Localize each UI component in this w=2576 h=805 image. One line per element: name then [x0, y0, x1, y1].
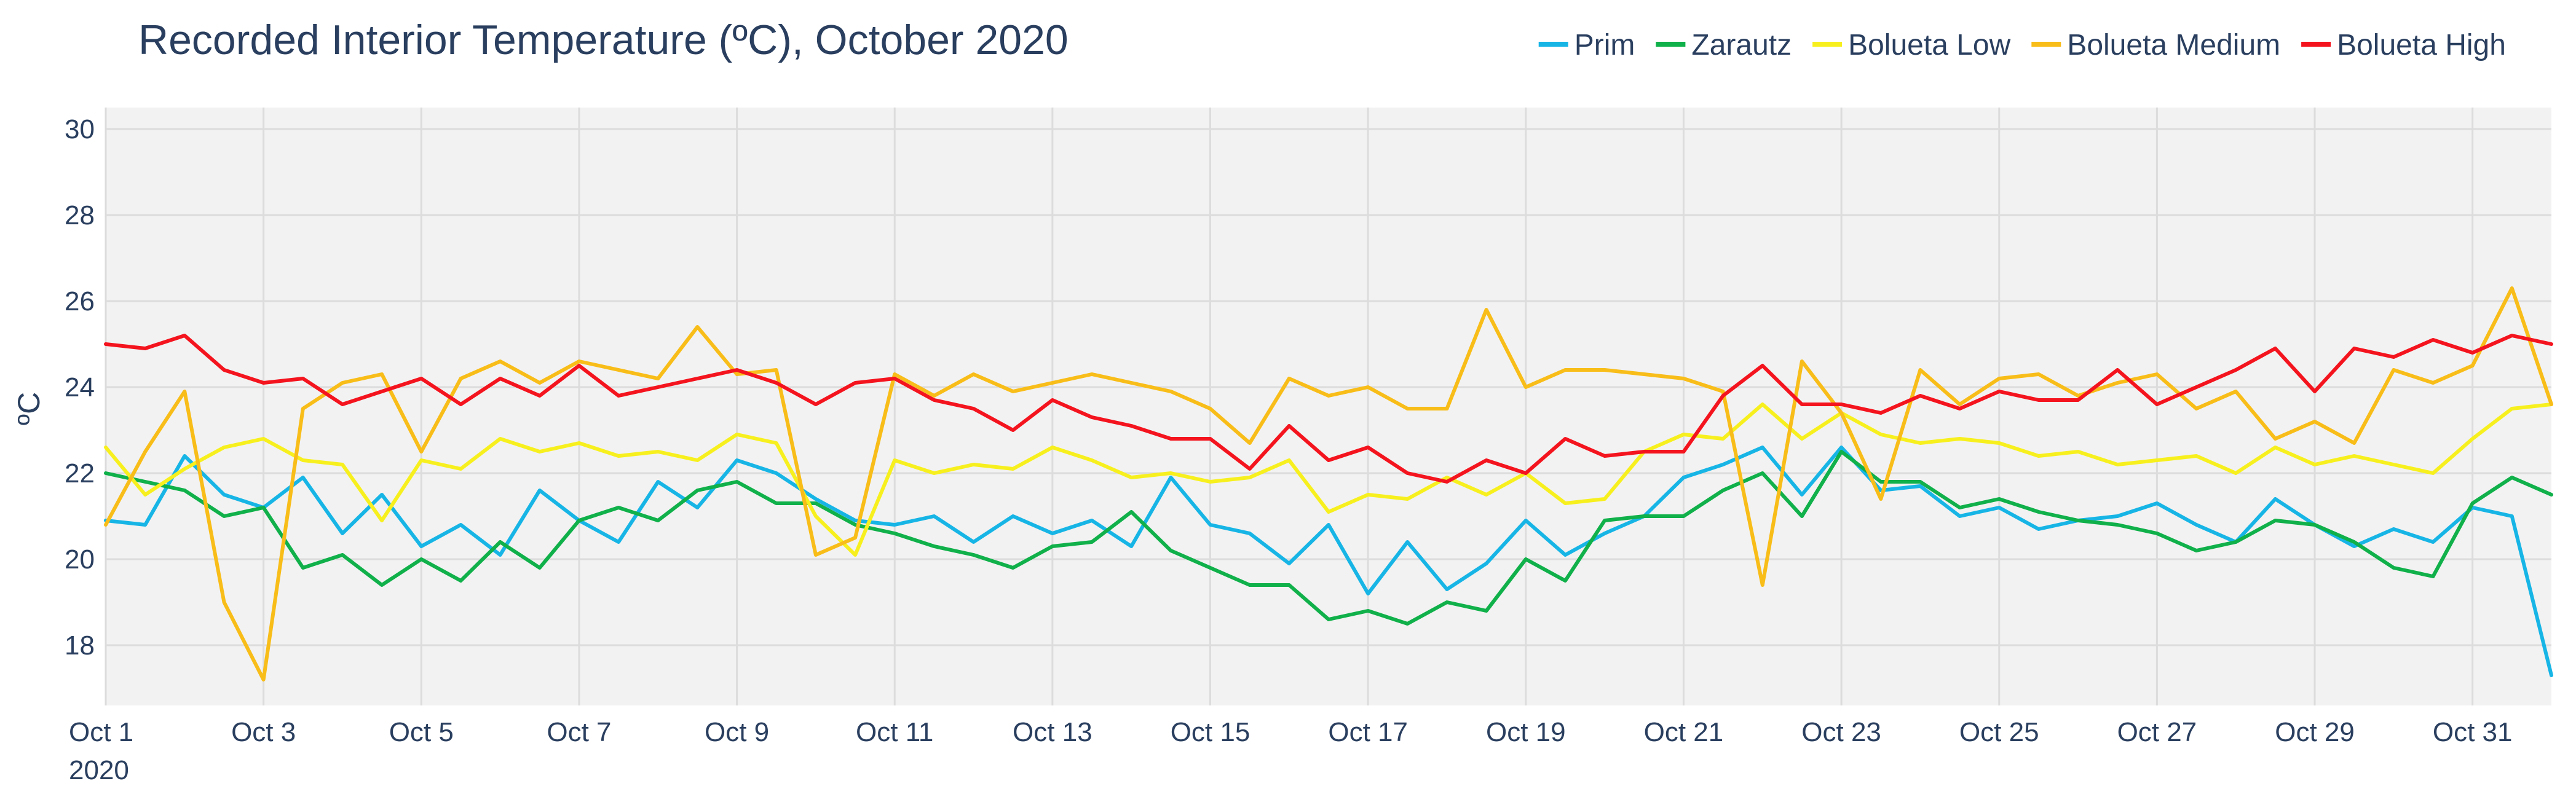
- series-lines: [104, 286, 2553, 681]
- x-tick-sublabel: 2020: [69, 755, 129, 785]
- legend-item-bolueta-high[interactable]: Bolueta High: [2301, 29, 2506, 61]
- x-tick-label: Oct 25: [1959, 717, 2039, 747]
- legend-item-zarautz[interactable]: Zarautz: [1656, 29, 1792, 61]
- series-line-zarautz: [104, 450, 2553, 626]
- legend-item-bolueta-low[interactable]: Bolueta Low: [1812, 29, 2011, 61]
- y-tick-label: 28: [65, 200, 95, 230]
- series-line-bolueta-high: [104, 334, 2553, 484]
- legend[interactable]: Prim Zarautz Bolueta Low Bolueta Medium Bolu…: [1538, 29, 2506, 61]
- x-tick-label: Oct 17: [1328, 717, 1408, 747]
- x-tick-label: Oct 27: [2117, 717, 2197, 747]
- y-tick-label: 30: [65, 114, 95, 144]
- gridlines: [105, 108, 2551, 705]
- x-tick-label: Oct 31: [2433, 717, 2513, 747]
- legend-label: Bolueta Low: [1848, 29, 2011, 61]
- x-tick-label: Oct 15: [1171, 717, 1250, 747]
- legend-item-prim[interactable]: Prim: [1538, 29, 1635, 61]
- plot-area: [106, 108, 2551, 705]
- legend-item-bolueta-medium[interactable]: Bolueta Medium: [2031, 29, 2280, 61]
- series-line-bolueta-medium: [104, 286, 2553, 681]
- x-tick-label: Oct 21: [1644, 717, 1724, 747]
- x-tick-label: Oct 1: [69, 717, 133, 747]
- y-axis-label: ºC: [12, 392, 46, 425]
- chart-title: Recorded Interior Temperature (ºC), Octo…: [138, 17, 1069, 63]
- x-tick-label: Oct 23: [1801, 717, 1881, 747]
- y-tick-label: 26: [65, 286, 95, 316]
- legend-label: Zarautz: [1691, 29, 1792, 61]
- legend-label: Bolueta Medium: [2067, 29, 2280, 61]
- x-tick-label: Oct 13: [1013, 717, 1092, 747]
- x-axis: Oct 1 2020 Oct 3 Oct 5 Oct 7 Oct 9 Oct 11 Oct 1…: [69, 717, 2512, 785]
- series-line-bolueta-low: [104, 402, 2553, 557]
- y-tick-label: 22: [65, 458, 95, 489]
- x-tick-label: Oct 29: [2275, 717, 2355, 747]
- series-line-prim: [104, 446, 2553, 677]
- x-tick-label: Oct 3: [231, 717, 296, 747]
- y-tick-label: 20: [65, 544, 95, 575]
- legend-label: Prim: [1574, 29, 1635, 61]
- x-tick-label: Oct 7: [547, 717, 611, 747]
- x-tick-label: Oct 9: [705, 717, 769, 747]
- legend-label: Bolueta High: [2337, 29, 2506, 61]
- x-tick-label: Oct 19: [1486, 717, 1566, 747]
- y-tick-label: 18: [65, 630, 95, 661]
- x-tick-label: Oct 11: [856, 717, 933, 747]
- x-tick-label: Oct 5: [389, 717, 454, 747]
- y-tick-label: 24: [65, 372, 95, 402]
- y-axis: 18 20 22 24 26 28 30: [65, 114, 95, 661]
